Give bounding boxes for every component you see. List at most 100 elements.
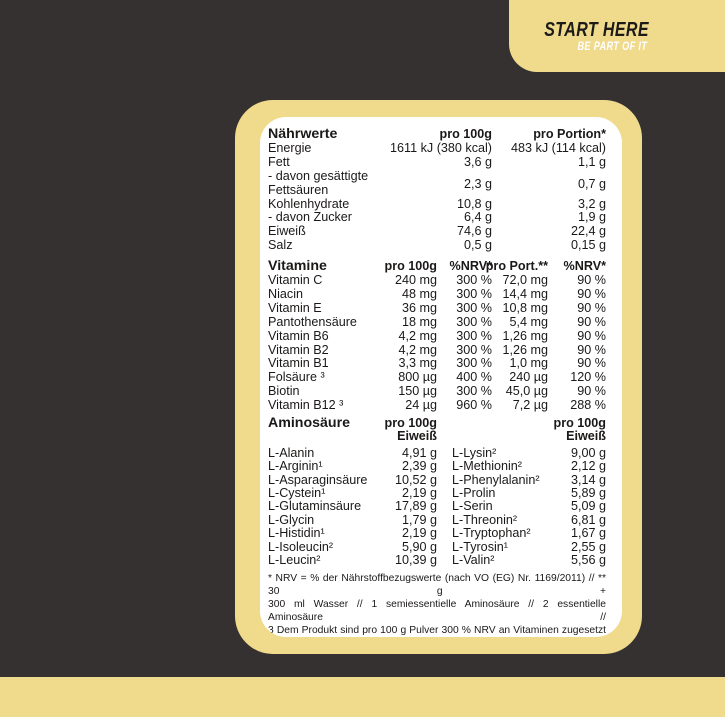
vitamin-row: Biotin 150 µg 300 % 45,0 µg 90 % bbox=[268, 384, 606, 399]
nutrition-section: Nährwerte pro 100g pro Portion* Energie … bbox=[268, 127, 606, 253]
vitamin-nrv100: 300 % bbox=[456, 314, 492, 329]
vitamin-label: Vitamin C bbox=[268, 273, 323, 288]
amino-value: 2,39 g bbox=[401, 459, 437, 474]
vitamin-nrvportion: 90 % bbox=[577, 328, 606, 343]
nutrient-portion: 0,15 g bbox=[570, 238, 606, 253]
amino-name: L-Threonin² bbox=[452, 512, 518, 527]
nutrient-label-line2: Fettsäuren bbox=[268, 182, 329, 197]
vitamin-nrvportion: 90 % bbox=[577, 287, 606, 302]
nutrient-portion: 483 kJ (114 kcal) bbox=[511, 141, 606, 155]
amino-value: 2,12 g bbox=[570, 459, 606, 474]
amino-name: L-Isoleucin² bbox=[268, 539, 334, 554]
amino-header-row2: Eiweiß Eiweiß bbox=[268, 429, 606, 444]
vitamin-nrv100: 300 % bbox=[456, 342, 492, 357]
amino-right-col-per100: pro 100g bbox=[553, 416, 607, 431]
nutrient-per100: 6,4 g bbox=[463, 210, 492, 225]
vitamin-nrvportion: 90 % bbox=[577, 384, 606, 399]
amino-row: L-Leucin² 10,39 g L-Valin² 5,56 g bbox=[268, 552, 606, 567]
amino-name: L-Alanin bbox=[268, 445, 315, 460]
nutrition-panel: Nährwerte pro 100g pro Portion* Energie … bbox=[260, 117, 622, 637]
amino-name: L-Tyrosin¹ bbox=[452, 539, 508, 554]
amino-name: L-Prolin bbox=[452, 486, 496, 500]
vitamins-header-row: Vitamine pro 100g %NRV* pro Port.** %NRV… bbox=[268, 259, 606, 274]
amino-row: L-Glutaminsäure 17,89 g L-Serin 5,09 g bbox=[268, 499, 606, 514]
vitamin-label: Vitamin B6 bbox=[268, 328, 329, 343]
amino-value: 17,89 g bbox=[394, 499, 437, 514]
amino-name: L-Serin bbox=[452, 499, 493, 514]
vitamin-nrvportion: 90 % bbox=[577, 273, 606, 288]
vitamin-label: Vitamin B2 bbox=[268, 342, 329, 357]
vitamin-per100: 24 µg bbox=[405, 398, 437, 413]
amino-name: L-Valin² bbox=[452, 552, 495, 567]
nutrition-header-row: Nährwerte pro 100g pro Portion* bbox=[268, 127, 606, 142]
nutrient-label: Eiweiß bbox=[268, 224, 306, 239]
amino-row: L-Alanin 4,91 g L-Lysin² 9,00 g bbox=[268, 445, 606, 460]
nutrient-label: Energie bbox=[268, 141, 312, 155]
vitamin-per100: 18 mg bbox=[401, 314, 437, 329]
vitamin-row: Vitamin B2 4,2 mg 300 % 1,26 mg 90 % bbox=[268, 342, 606, 358]
nutrient-portion: 1,9 g bbox=[577, 210, 606, 225]
nutrition-row-salt: Salz 0,5 g 0,15 g bbox=[268, 238, 606, 253]
vitamin-row: Pantothensäure 18 mg 300 % 5,4 mg 90 % bbox=[268, 314, 606, 330]
vitamin-label: Vitamin B12 ³ bbox=[268, 398, 344, 413]
amino-left-col-per100: pro 100g bbox=[384, 416, 438, 431]
amino-name: L-Glycin bbox=[268, 512, 315, 527]
amino-name: L-Arginin¹ bbox=[268, 459, 323, 474]
vitamin-per100: 36 mg bbox=[401, 300, 437, 315]
vitamins-section: Vitamine pro 100g %NRV* pro Port.** %NRV… bbox=[268, 259, 606, 413]
amino-row: L-Isoleucin² 5,90 g L-Tyrosin¹ 2,55 g bbox=[268, 539, 606, 554]
amino-value: 5,09 g bbox=[570, 499, 606, 514]
amino-name: L-Leucin² bbox=[268, 552, 321, 567]
vitamin-portion: 10,8 mg bbox=[502, 300, 548, 315]
vitamin-portion: 240 µg bbox=[509, 370, 548, 385]
bottom-accent-bar bbox=[0, 677, 725, 717]
vitamin-nrvportion: 120 % bbox=[570, 370, 606, 385]
amino-left-col-protein: Eiweiß bbox=[397, 429, 437, 444]
vitamin-nrvportion: 90 % bbox=[577, 300, 606, 315]
amino-section: Aminosäure pro 100g pro 100g Eiweiß Eiwe… bbox=[268, 416, 607, 567]
vitamin-portion: 1,26 mg bbox=[502, 342, 548, 357]
nutrient-label: Fett bbox=[268, 154, 290, 169]
vitamin-portion: 1,0 mg bbox=[509, 356, 548, 371]
amino-value: 4,91 g bbox=[401, 445, 437, 460]
amino-value: 5,89 g bbox=[570, 486, 606, 500]
label-card: Nährwerte pro 100g pro Portion* Energie … bbox=[235, 100, 642, 654]
vitamins-title: Vitamine bbox=[268, 258, 327, 275]
vitamin-nrv100: 400 % bbox=[456, 370, 492, 385]
vitamin-label: Vitamin B1 bbox=[268, 356, 329, 371]
vitamin-nrvportion: 90 % bbox=[577, 356, 606, 371]
vitamin-label: Biotin bbox=[268, 384, 300, 399]
vitamins-col-nrvportion: %NRV* bbox=[563, 259, 606, 274]
nutrient-per100: 1611 kJ (380 kcal) bbox=[390, 141, 492, 155]
nutrition-content: Nährwerte pro 100g pro Portion* Energie … bbox=[268, 127, 606, 637]
vitamin-nrv100: 300 % bbox=[456, 273, 492, 288]
footnote-line: 300 ml Wasser // 1 semiessentielle Amino… bbox=[268, 599, 606, 624]
vitamin-row: Vitamin E 36 mg 300 % 10,8 mg 90 % bbox=[268, 300, 606, 316]
amino-value: 10,52 g bbox=[394, 472, 437, 487]
amino-value: 2,19 g bbox=[401, 526, 437, 541]
nutrient-portion: 1,1 g bbox=[577, 154, 606, 169]
vitamin-label: Vitamin E bbox=[268, 300, 322, 315]
amino-value: 5,56 g bbox=[570, 552, 606, 567]
vitamin-per100: 48 mg bbox=[401, 287, 437, 302]
amino-name: L-Tryptophan² bbox=[452, 526, 531, 541]
vitamin-row: Folsäure ³ 800 µg 400 % 240 µg 120 % bbox=[268, 370, 606, 385]
vitamin-portion: 14,4 mg bbox=[502, 287, 548, 302]
vitamin-nrvportion: 288 % bbox=[570, 398, 606, 413]
nutrient-portion: 22,4 g bbox=[570, 224, 606, 239]
nutrient-per100: 3,6 g bbox=[463, 154, 492, 169]
vitamin-label: Niacin bbox=[268, 287, 303, 302]
badge-title: START HERE bbox=[544, 19, 649, 41]
vitamin-row: Niacin 48 mg 300 % 14,4 mg 90 % bbox=[268, 287, 606, 302]
vitamin-portion: 45,0 µg bbox=[505, 384, 548, 399]
start-here-badge: START HERE BE PART OF IT bbox=[509, 0, 725, 72]
vitamin-nrv100: 300 % bbox=[456, 384, 492, 399]
nutrient-label-line1: - davon gesättigte bbox=[268, 168, 369, 183]
amino-row: L-Cystein¹ 2,19 g L-Prolin 5,89 g bbox=[268, 486, 606, 500]
amino-value: 1,67 g bbox=[570, 526, 606, 541]
vitamins-col-per100: pro 100g bbox=[384, 259, 438, 274]
vitamin-nrvportion: 90 % bbox=[577, 342, 606, 357]
bottom-white-strip bbox=[0, 717, 725, 725]
vitamins-col-portion: pro Port.** bbox=[485, 259, 548, 274]
amino-name: L-Phenylalanin² bbox=[452, 472, 540, 487]
